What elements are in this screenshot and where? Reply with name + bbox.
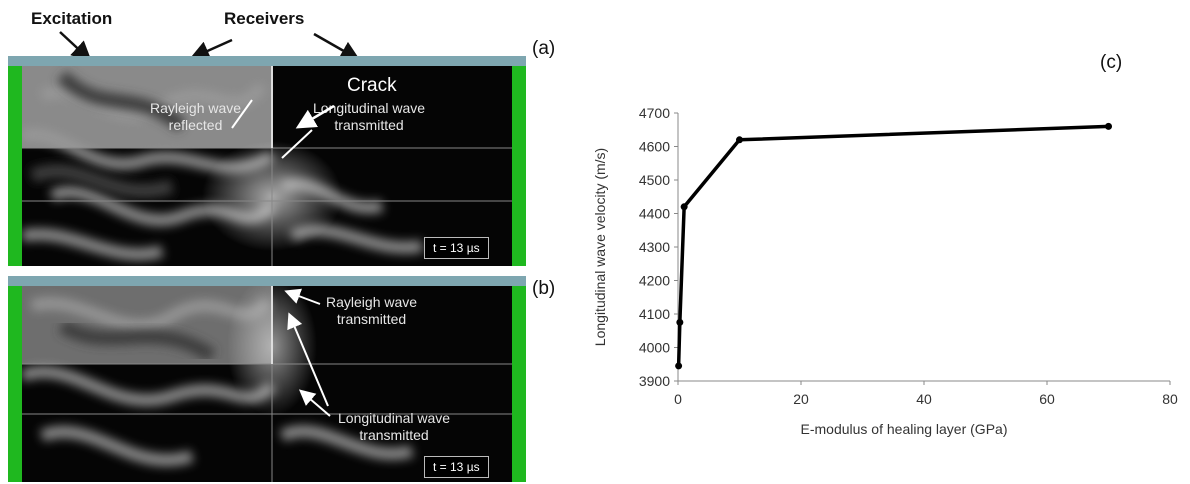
y-tick-label: 4700 [639, 105, 670, 121]
y-tick-label: 4500 [639, 172, 670, 188]
data-point [1105, 122, 1112, 130]
x-tick-label: 20 [793, 391, 809, 407]
receiver-arrow-left [189, 38, 233, 61]
x-tick-label: 0 [674, 391, 682, 407]
data-point [675, 362, 683, 370]
time-label-a: t = 13 µs [424, 237, 489, 259]
wave-field-a [22, 66, 512, 266]
simulation-panel-a: Rayleigh wave reflected Longitudinal wav… [22, 66, 512, 266]
receivers-label: Receivers [224, 9, 305, 28]
longitudinal-transmitted-label-b: Longitudinal wave transmitted [338, 410, 451, 443]
longitudinal-transmitted-label-a: Longitudinal wave transmitted [313, 100, 426, 133]
y-tick-label: 4200 [639, 273, 670, 289]
velocity-chart: 3900 4000 4100 4200 4300 4400 4500 4600 4700 0 20 4… [592, 105, 1178, 437]
data-point [676, 318, 684, 326]
data-point [736, 136, 743, 144]
rayleigh-transmitted-label: Rayleigh wave transmitted [326, 294, 418, 327]
green-bar-right-a [512, 66, 526, 266]
panel-letter-a: (a) [532, 38, 556, 59]
time-label-b: t = 13 µs [424, 456, 489, 478]
crack-arrow [295, 104, 335, 129]
data-point [680, 203, 688, 211]
surface-strip-a [8, 56, 526, 66]
series-line [676, 124, 1109, 366]
panel-letter-c: (c) [1100, 52, 1123, 73]
excitation-label: Excitation [31, 9, 113, 28]
crack-label: Crack [347, 75, 397, 96]
x-axis-label: E-modulus of healing layer (GPa) [801, 421, 1008, 437]
excitation-arrow [59, 31, 92, 62]
y-tick-label: 4300 [639, 239, 670, 255]
label-arrows [59, 31, 361, 62]
rayleigh-reflected-label: Rayleigh wave reflected [150, 100, 242, 133]
y-axis-label: Longitudinal wave velocity (m/s) [592, 148, 608, 346]
surface-strip-b [8, 276, 526, 286]
y-tick-label: 4000 [639, 340, 670, 356]
panel-letter-b: (b) [532, 278, 556, 299]
green-bar-left-b [8, 286, 22, 482]
y-tick-label: 4600 [639, 139, 670, 155]
x-tick-label: 40 [916, 391, 932, 407]
green-bar-right-b [512, 286, 526, 482]
x-tick-label: 80 [1162, 391, 1178, 407]
simulation-panel-b: Rayleigh wave transmitted Longitudinal w… [22, 286, 512, 482]
y-tick-label: 4100 [639, 306, 670, 322]
receiver-arrow-right [313, 32, 361, 61]
green-bar-left-a [8, 66, 22, 266]
x-tick-label: 60 [1039, 391, 1055, 407]
y-tick-label: 3900 [639, 373, 670, 389]
wave-field-b [22, 286, 512, 482]
y-tick-label: 4400 [639, 206, 670, 222]
